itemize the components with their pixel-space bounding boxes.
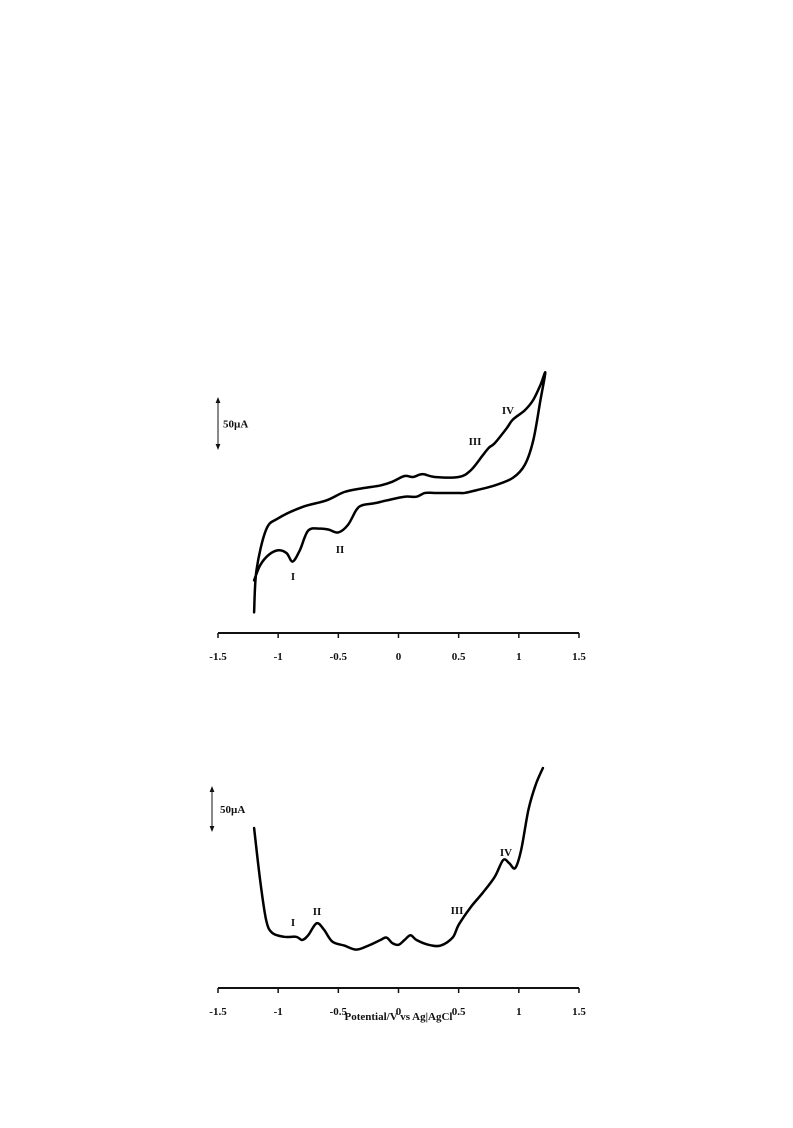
x-tick-label: 1 [516,651,522,663]
peak-label: III [451,905,464,917]
peak-label: I [291,571,295,583]
scale-bar-label: 50µA [220,804,245,816]
x-tick-label: 1.5 [572,1006,586,1018]
x-axis-label: Potential/V vs Ag|AgCl [345,1011,453,1023]
voltammogram [252,766,545,951]
x-tick-label: 1.5 [572,651,586,663]
peak-label: IV [502,405,514,417]
x-tick-label: 1 [516,1006,522,1018]
x-tick-label: -0.5 [330,1006,348,1018]
voltammogram [252,370,547,614]
peak-label: II [313,906,322,918]
peak-label: IV [500,847,512,859]
x-tick-label: -0.5 [330,651,348,663]
x-tick-label: -1.5 [209,1006,227,1018]
x-tick-label: -1 [274,1006,283,1018]
peak-label: I [291,917,295,929]
x-tick-label: 0 [396,651,402,663]
scale-bar-label: 50µA [223,419,248,431]
x-tick-label: -1.5 [209,651,227,663]
x-tick-label: 0.5 [452,1006,466,1018]
x-tick-label: 0 [396,1006,402,1018]
peak-label: II [336,544,345,556]
x-tick-label: -1 [274,651,283,663]
x-tick-label: 0.5 [452,651,466,663]
peak-label: III [469,436,482,448]
